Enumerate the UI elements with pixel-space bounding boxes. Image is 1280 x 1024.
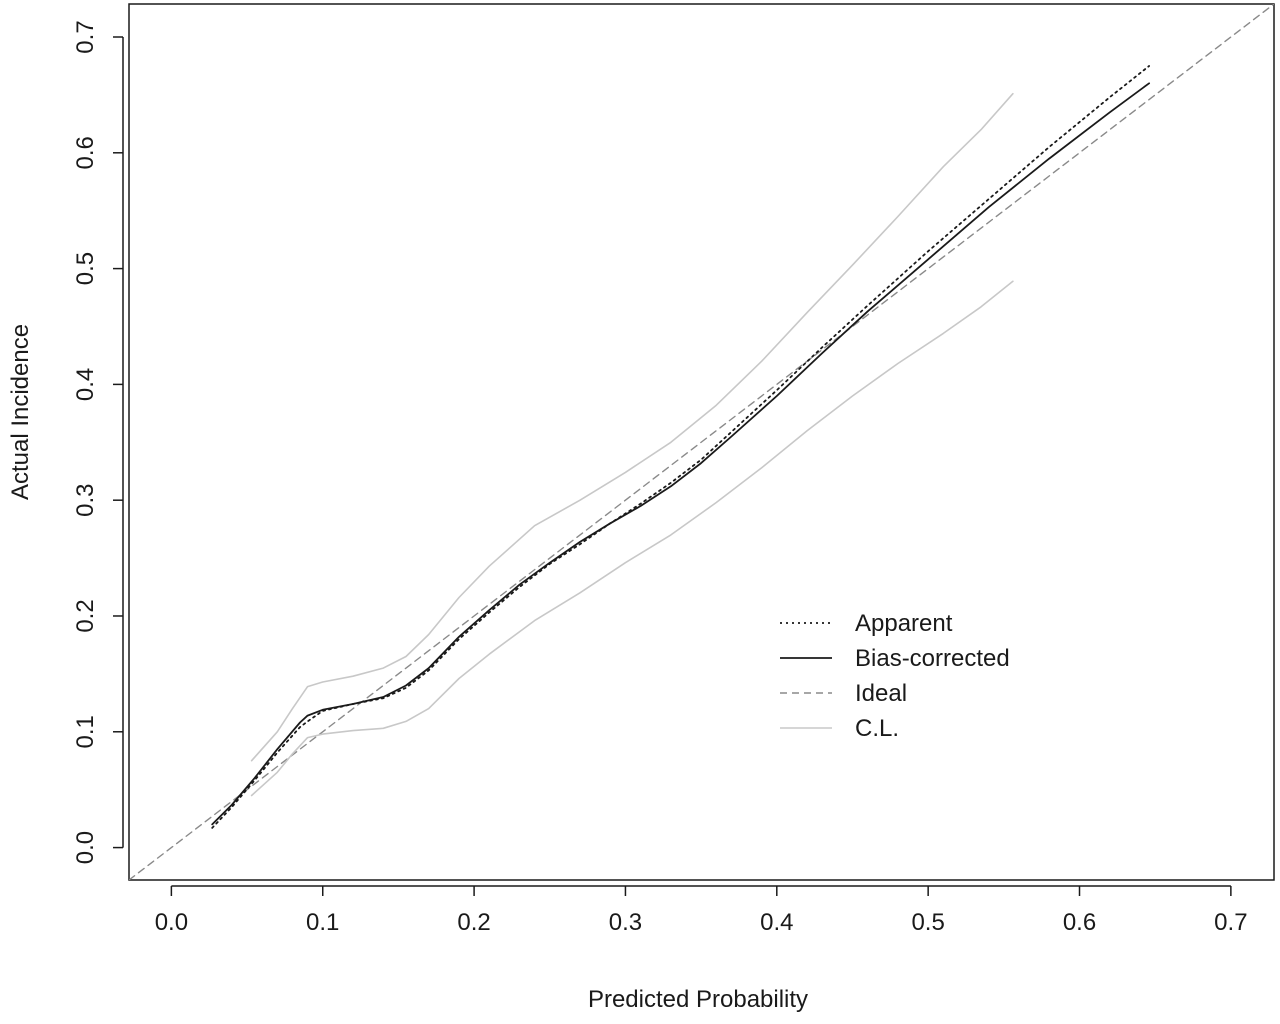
plot-frame xyxy=(128,3,1275,881)
y-tick-label: 0.4 xyxy=(72,368,99,401)
y-tick-label: 0.6 xyxy=(72,136,99,169)
axes-layer: 0.0 0.1 0.2 0.3 0.4 0.5 0.6 0.7 0.0 0.1 0.2 0.3 0.4 0… xyxy=(72,20,1248,936)
series-line-c-l-upper xyxy=(250,92,1014,762)
x-tick-label: 0.5 xyxy=(911,909,944,936)
y-tick-label: 0.3 xyxy=(72,484,99,517)
y-tick-label: 0.0 xyxy=(72,831,99,864)
series-line-ideal xyxy=(129,4,1274,880)
x-tick-label: 0.0 xyxy=(155,909,188,936)
series-line-c-l-lower xyxy=(250,280,1014,797)
series-layer xyxy=(129,4,1274,880)
x-tick-label: 0.6 xyxy=(1063,909,1096,936)
x-tick-label: 0.1 xyxy=(306,909,339,936)
y-tick-label: 0.1 xyxy=(72,715,99,748)
legend-label-ideal: Ideal xyxy=(855,680,907,707)
x-tick-label: 0.4 xyxy=(760,909,793,936)
y-tick-label: 0.2 xyxy=(72,599,99,632)
x-tick-label: 0.3 xyxy=(609,909,642,936)
series-line-apparent xyxy=(211,65,1150,829)
x-tick-label: 0.7 xyxy=(1214,909,1247,936)
series-line-bias-corrected xyxy=(211,82,1150,826)
y-tick-label: 0.7 xyxy=(72,20,99,53)
x-tick-label: 0.2 xyxy=(457,909,490,936)
legend-label-apparent: Apparent xyxy=(855,610,953,637)
legend: Apparent Bias-corrected Ideal C.L. xyxy=(780,610,1010,742)
y-axis-title: Actual Incidence xyxy=(7,324,34,500)
legend-label-bias-corrected: Bias-corrected xyxy=(855,645,1010,672)
x-axis-title: Predicted Probability xyxy=(588,986,808,1013)
legend-label-c-l: C.L. xyxy=(855,715,899,742)
y-tick-label: 0.5 xyxy=(72,252,99,285)
